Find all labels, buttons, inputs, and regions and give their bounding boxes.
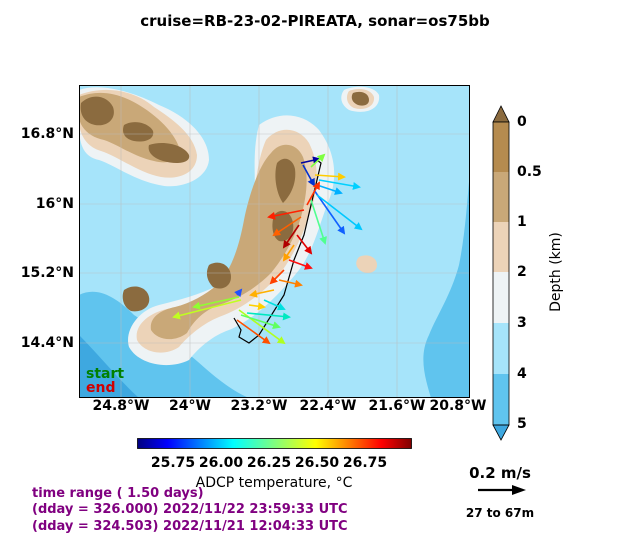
velocity-arrow — [248, 302, 266, 311]
velocity-arrow — [310, 199, 327, 245]
velocity-arrow — [302, 164, 315, 187]
lat-tick-label: 15.2°N — [20, 265, 74, 281]
temp-tick-label: 26.00 — [198, 455, 244, 471]
temp-tick-label: 26.50 — [294, 455, 340, 471]
velocity-arrow — [240, 314, 281, 330]
map-frame — [79, 85, 470, 398]
island-fogo — [122, 286, 150, 312]
depth-tick-label: 0 — [517, 114, 527, 130]
velocity-arrow — [246, 312, 291, 321]
temp-axis-label: ADCP temperature, °C — [195, 475, 353, 491]
velocity-arrow — [172, 299, 242, 320]
velocity-arrow — [269, 269, 285, 285]
depth-colorbar — [492, 105, 510, 441]
velocity-scale-label: 0.2 m/s — [469, 464, 531, 482]
depth-tick-label: 1 — [517, 214, 527, 230]
island-santo-antao — [80, 96, 114, 126]
velocity-arrow — [263, 299, 286, 311]
velocity-arrow — [238, 309, 286, 345]
depth-range-label: 27 to 67m — [465, 506, 535, 520]
velocity-arrows — [172, 153, 363, 345]
ocean-deep-east — [423, 170, 470, 398]
map-grid — [79, 85, 470, 398]
island-maio — [206, 262, 231, 289]
velocity-arrow — [296, 234, 313, 255]
velocity-arrow — [316, 184, 343, 195]
depth-tick-label: 0.5 — [517, 164, 542, 180]
lon-tick-label: 24.8°W — [92, 398, 150, 414]
depth-axis-label: Depth (km) — [548, 232, 564, 312]
velocity-arrow — [278, 279, 303, 288]
depth-tick-label: 4 — [517, 366, 527, 382]
temp-tick-label: 26.75 — [342, 455, 388, 471]
lon-tick-label: 21.6°W — [368, 398, 426, 414]
velocity-scale-arrow — [478, 485, 526, 495]
velocity-arrow — [192, 296, 240, 310]
velocity-arrow — [318, 179, 361, 190]
bathymetry-map — [79, 85, 470, 398]
temp-tick-label: 26.25 — [246, 455, 292, 471]
ne-island — [351, 91, 369, 106]
velocity-arrow — [249, 289, 275, 298]
depth-tick-label: 5 — [517, 416, 527, 432]
central-chain-shallow — [150, 144, 307, 340]
velocity-arrow — [267, 209, 305, 220]
start-time-text: (dday = 324.503) 2022/11/21 12:04:33 UTC — [32, 519, 348, 534]
island-sal — [275, 158, 296, 203]
start-label: start — [86, 366, 125, 382]
velocity-arrow — [288, 259, 313, 270]
velocity-arrow — [234, 288, 243, 298]
end-time-text: (dday = 326.000) 2022/11/22 23:59:33 UTC — [32, 502, 348, 517]
lon-tick-label: 24°W — [169, 398, 211, 414]
velocity-arrow — [272, 216, 302, 237]
lon-tick-label: 23.2°W — [230, 398, 288, 414]
velocity-arrow — [306, 181, 320, 206]
island-sao-vicente — [123, 122, 154, 142]
depth-tick-label: 2 — [517, 264, 527, 280]
velocity-arrow — [310, 153, 326, 168]
lat-tick-label: 14.4°N — [20, 335, 74, 351]
velocity-arrow — [316, 194, 363, 231]
east-seamount — [356, 255, 377, 273]
island-sao-nicolau — [148, 143, 190, 163]
velocity-arrow — [236, 319, 271, 345]
lon-tick-label: 22.4°W — [299, 398, 357, 414]
velocity-arrow — [282, 224, 300, 249]
ship-track — [233, 157, 322, 344]
ocean-deepest-west — [79, 335, 139, 398]
lat-tick-label: 16°N — [35, 196, 74, 212]
temperature-colorbar — [137, 438, 412, 449]
depth-tick-label: 3 — [517, 315, 527, 331]
temp-tick-label: 25.75 — [150, 455, 196, 471]
lon-tick-label: 20.8°W — [429, 398, 487, 414]
velocity-arrow — [300, 156, 321, 165]
lat-tick-label: 16.8°N — [20, 126, 74, 142]
figure-title: cruise=RB-23-02-PIREATA, sonar=os75bb — [140, 12, 490, 30]
velocity-arrow — [314, 172, 346, 181]
time-range-text: time range ( 1.50 days) — [32, 486, 204, 501]
velocity-arrow — [282, 244, 295, 262]
end-label: end — [86, 380, 116, 396]
